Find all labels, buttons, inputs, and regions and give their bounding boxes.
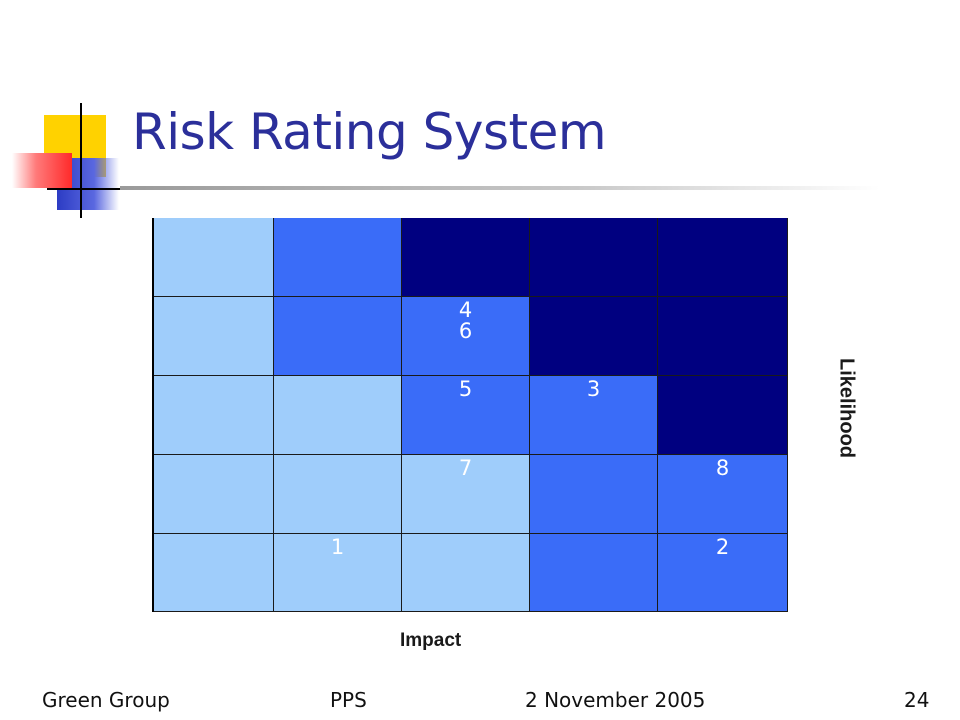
slide-title: Risk Rating System: [132, 103, 607, 161]
likelihood-axis-label: Likelihood: [835, 358, 858, 458]
risk-cell: [530, 455, 658, 534]
risk-cell: 5: [402, 376, 530, 455]
risk-cell: [154, 534, 274, 612]
risk-cell: 2: [658, 534, 788, 612]
footer-group: Green Group: [42, 688, 170, 712]
risk-cell: [274, 218, 402, 297]
risk-cell: [154, 297, 274, 376]
risk-cell: [274, 297, 402, 376]
risk-cell-label: 1: [330, 535, 345, 559]
footer-page-number: 24: [904, 688, 930, 712]
title-underline: [120, 186, 880, 190]
risk-cell: 1: [274, 534, 402, 612]
footer-date: 2 November 2005: [525, 688, 706, 712]
risk-cell-label: 8: [715, 456, 730, 480]
risk-cell: [402, 218, 530, 297]
risk-cell: [154, 218, 274, 297]
risk-cell: [530, 297, 658, 376]
risk-cell-label: 3: [586, 377, 601, 401]
risk-cell: [658, 297, 788, 376]
risk-cell: [658, 218, 788, 297]
horizontal-rule-decoration: [47, 188, 127, 190]
risk-cell: [530, 218, 658, 297]
risk-cell: [154, 455, 274, 534]
risk-matrix: 4 6 5 3 7 8 1 2: [152, 218, 788, 612]
risk-cell: [274, 376, 402, 455]
risk-cell-label: 4 6: [458, 298, 473, 343]
risk-cell: 4 6: [402, 297, 530, 376]
risk-cell: 3: [530, 376, 658, 455]
risk-cell-label: 5: [458, 377, 473, 401]
risk-cell: 8: [658, 455, 788, 534]
risk-cell: [658, 376, 788, 455]
risk-cell: [154, 376, 274, 455]
footer-subject: PPS: [330, 688, 367, 712]
risk-cell: [274, 455, 402, 534]
impact-axis-label: Impact: [400, 630, 462, 651]
risk-cell: [530, 534, 658, 612]
red-square-decoration: [12, 153, 72, 188]
risk-cell: [402, 534, 530, 612]
title-bullet-decoration: [0, 95, 140, 225]
risk-cell-label: 7: [458, 456, 473, 480]
risk-cell: 7: [402, 455, 530, 534]
vertical-rule-decoration: [80, 103, 82, 218]
risk-cell-label: 2: [715, 535, 730, 559]
